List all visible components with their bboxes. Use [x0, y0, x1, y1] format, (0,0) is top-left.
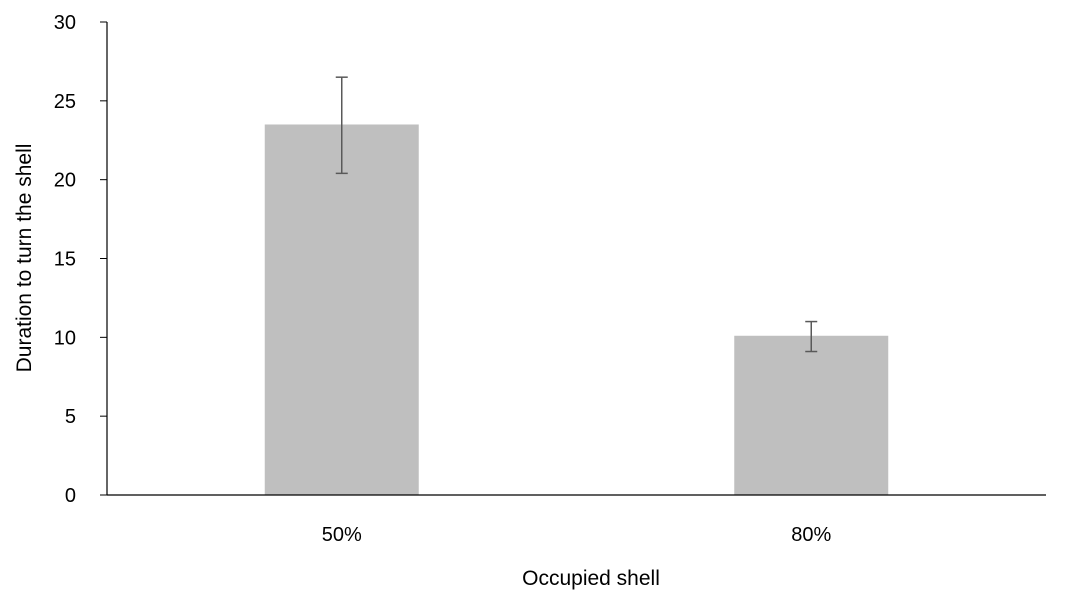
x-axis-title: Occupied shell — [522, 567, 660, 590]
y-tick-label: 0 — [65, 485, 76, 507]
y-tick-label: 30 — [54, 12, 76, 34]
x-axis-ticks: 50% 80% — [322, 524, 832, 546]
y-tick-label: 25 — [54, 91, 76, 113]
bar — [734, 335, 889, 495]
bar — [264, 124, 419, 495]
y-tick-label: 5 — [65, 406, 76, 428]
y-tick-label: 15 — [54, 249, 76, 271]
y-tick-label: 10 — [54, 327, 76, 349]
bars-group — [264, 124, 889, 495]
x-tick-label: 50% — [322, 524, 362, 546]
y-axis-title: Duration to turn the shell — [13, 144, 36, 373]
error-bars-group — [335, 76, 818, 353]
x-tick-label: 80% — [791, 524, 831, 546]
y-axis-ticks: 0 5 10 15 20 25 30 — [54, 12, 107, 507]
y-tick-label: 20 — [54, 170, 76, 192]
